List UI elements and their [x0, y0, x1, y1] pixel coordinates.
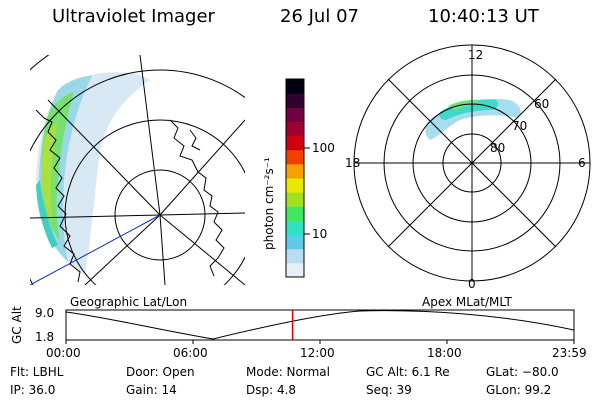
mlt-label-18: 18: [345, 156, 361, 170]
colorbar-segment: [286, 79, 304, 94]
instrument-title: Ultraviolet Imager: [52, 6, 215, 27]
altitude-track: [65, 309, 575, 344]
colorbar-segment: [286, 262, 304, 278]
info-gc-alt: GC Alt: 6.1 Re: [366, 365, 450, 379]
info-glat: GLat: −80.0: [486, 365, 559, 379]
info-gain: Gain: 14: [126, 383, 177, 397]
info-seq: Seq: 39: [366, 383, 412, 397]
polar-plot: [353, 44, 591, 282]
gc-alt-axis-label: GC Alt: [10, 306, 24, 344]
info-glon: GLon: 99.2: [486, 383, 552, 397]
colorbar-segment: [286, 121, 304, 137]
altitude-curve: [65, 310, 575, 340]
colorbar-unit-label: photon cm⁻²s⁻¹: [262, 157, 276, 250]
time-tick-0: 00:00: [46, 346, 81, 360]
colorbar-segment: [286, 248, 304, 264]
mlat-label-70: 70: [512, 119, 528, 133]
colorbar-segment: [286, 220, 304, 236]
time-tick-2: 12:00: [300, 346, 335, 360]
info-dsp: Dsp: 4.8: [246, 383, 297, 397]
info-ip: IP: 36.0: [10, 383, 56, 397]
date-label: 26 Jul 07: [280, 6, 359, 27]
info-door: Door: Open: [126, 365, 195, 379]
time-label: 10:40:13 UT: [428, 6, 539, 27]
coastline-east: [169, 119, 225, 277]
colorbar: [286, 79, 304, 278]
alt-ytick-top: 9.0: [35, 306, 55, 320]
geographic-map: [30, 55, 245, 285]
colorbar-tick-10: 10: [312, 227, 328, 241]
mlt-label-12: 12: [468, 48, 484, 62]
colorbar-segment: [286, 234, 304, 250]
colorbar-tick-100: 100: [312, 141, 335, 155]
mlat-label-60: 60: [534, 97, 550, 111]
mlt-label-6: 6: [578, 156, 586, 170]
alt-ytick-bottom: 1.8: [35, 330, 55, 344]
mlt-label-0: 0: [468, 277, 476, 291]
aurora-core-geo: [41, 122, 58, 222]
colorbar-segment: [286, 149, 304, 165]
colorbar-segment: [286, 93, 304, 108]
colorbar-segment: [286, 163, 304, 179]
colorbar-segment: [286, 192, 304, 207]
polar-panel-label: Apex MLat/MLT: [422, 295, 512, 309]
info-filter: Flt: LBHL: [10, 365, 64, 379]
geographic-panel-label: Geographic Lat/Lon: [70, 295, 188, 309]
time-tick-1: 06:00: [173, 346, 208, 360]
time-tick-3: 18:00: [427, 346, 462, 360]
colorbar-segment: [286, 178, 304, 193]
colorbar-segment: [286, 107, 304, 122]
aurora-edge-geo: [36, 180, 58, 248]
colorbar-segment: [286, 135, 304, 151]
time-tick-4: 23:59: [552, 346, 587, 360]
info-mode: Mode: Normal: [246, 365, 330, 379]
coastline: [35, 109, 81, 283]
mlat-label-80: 80: [490, 141, 506, 155]
colorbar-segment: [286, 206, 304, 221]
